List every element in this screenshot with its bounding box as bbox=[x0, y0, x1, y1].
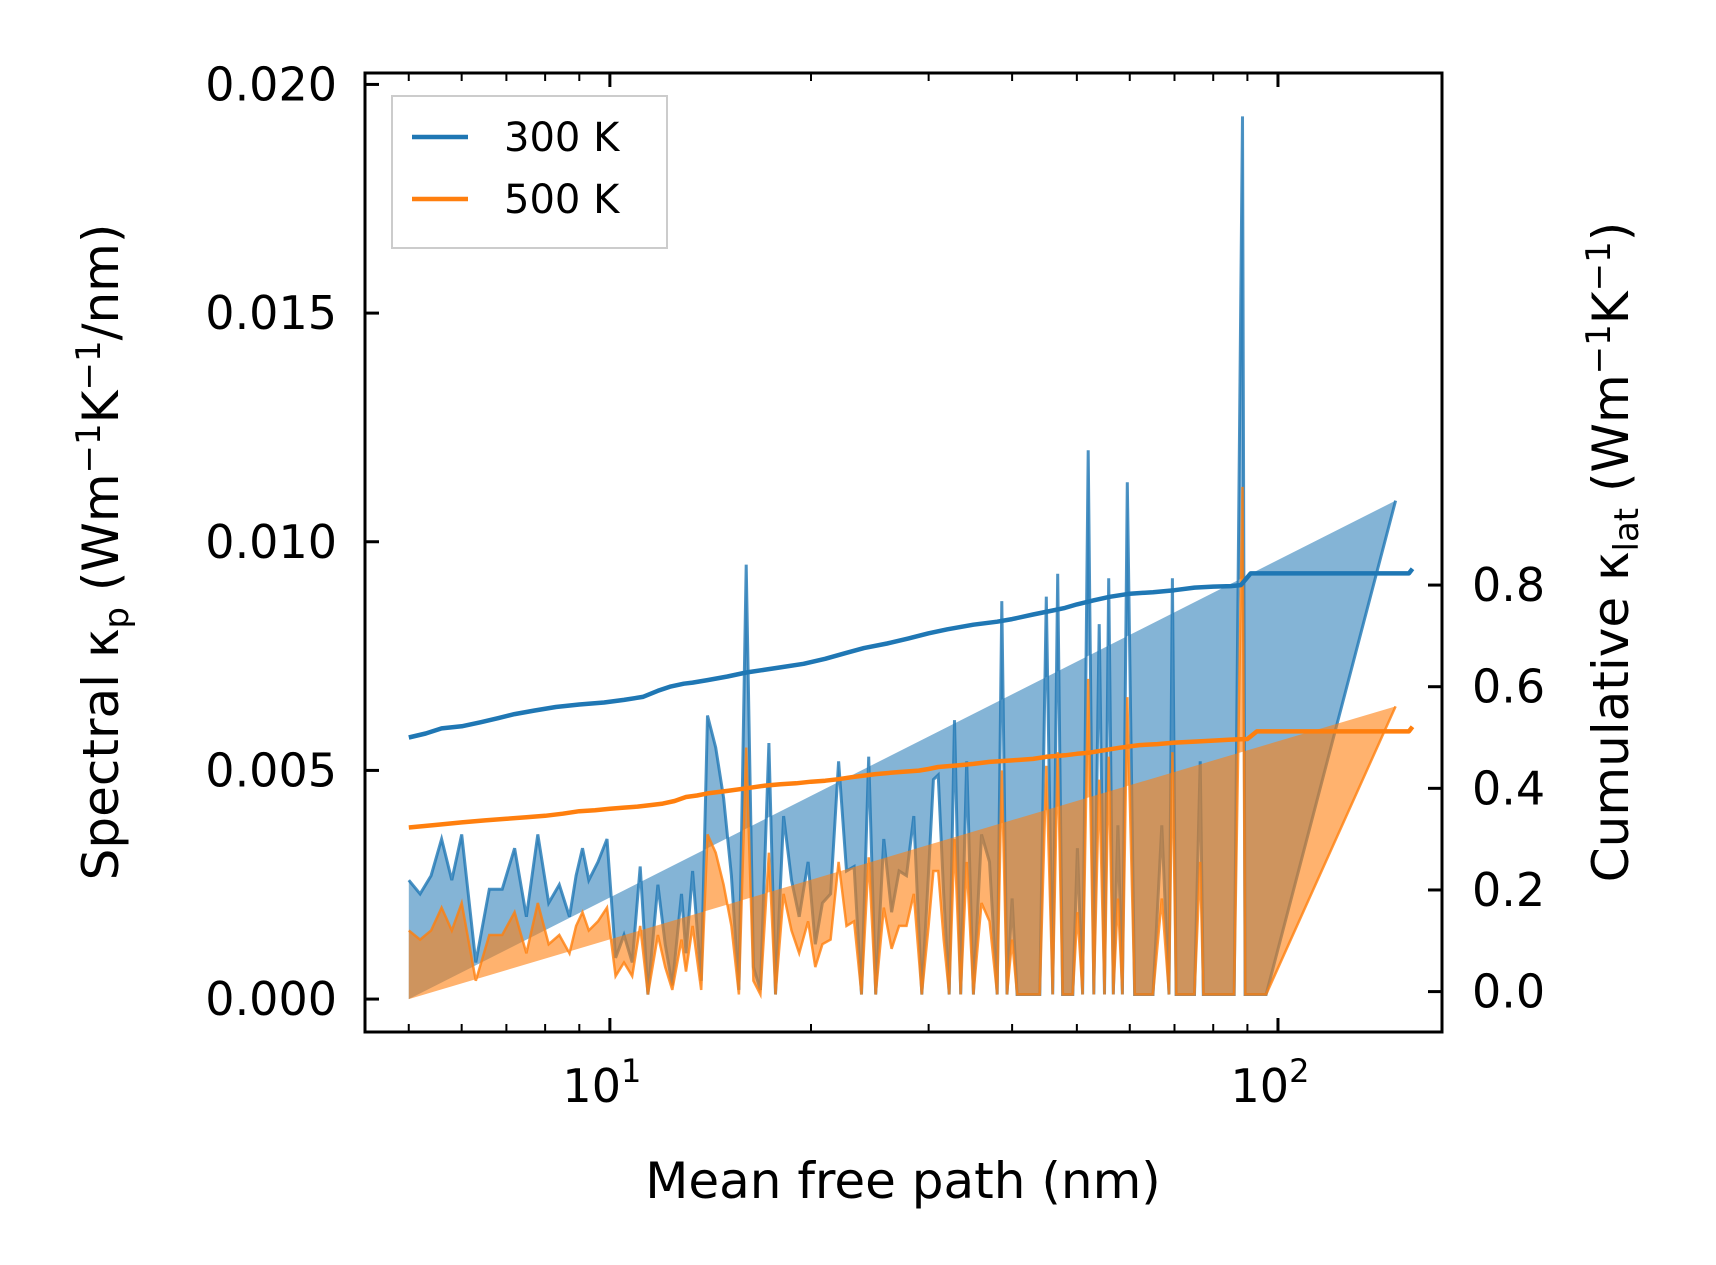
y-right-label-main: Cumulative κ bbox=[1582, 551, 1640, 882]
y-right-label-unit: (Wm bbox=[1582, 374, 1640, 508]
y-left-tick-label-4: 0.020 bbox=[205, 57, 337, 111]
x-tick-label-base-0: 10 bbox=[562, 1059, 621, 1113]
y-right-label-sub: lat bbox=[1607, 508, 1647, 552]
y-right-tick-label-2: 0.4 bbox=[1472, 761, 1545, 815]
x-tick-label-base-1: 10 bbox=[1231, 1059, 1290, 1113]
y-right-tick-label-4: 0.8 bbox=[1472, 558, 1545, 612]
ticks: 101 1020.0000.0050.0100.0150.0200.00.20.4… bbox=[205, 57, 1545, 1113]
x-tick-label-exp-1: 2 bbox=[1289, 1052, 1309, 1090]
cumulative-line-300k bbox=[408, 567, 1415, 740]
x-tick-label-exp-0: 1 bbox=[621, 1052, 641, 1090]
y-right-tick-label-0: 0.0 bbox=[1472, 965, 1545, 1019]
y-right-label-mid: K bbox=[1582, 290, 1640, 324]
x-tick-label-0: 101 bbox=[562, 1052, 641, 1113]
cumulative-line-500k bbox=[408, 725, 1415, 830]
plot-area bbox=[407, 116, 1415, 1000]
y-left-tick-label-3: 0.015 bbox=[205, 286, 337, 340]
y-left-tick-label-1: 0.005 bbox=[205, 743, 337, 797]
y-right-label-sup2: −1 bbox=[1579, 241, 1619, 291]
y-left-tick-label-0: 0.000 bbox=[205, 972, 337, 1026]
y-right-label-tail: ) bbox=[1582, 222, 1640, 242]
y-left-label-mid: K bbox=[72, 389, 130, 423]
y-left-label-sup1: −1 bbox=[69, 423, 109, 473]
legend: 300 K 500 K bbox=[391, 95, 668, 249]
y-axis-label-left: Spectral κp (Wm−1K−1/nm) bbox=[69, 224, 137, 881]
y-left-label-main: Spectral κ bbox=[72, 629, 130, 881]
spectral-area-300k bbox=[408, 116, 1396, 1000]
y-left-label-unit: (Wm bbox=[72, 473, 130, 607]
legend-box bbox=[391, 95, 668, 249]
y-left-label-tail: /nm) bbox=[72, 224, 130, 341]
y-left-label-sup2: −1 bbox=[69, 340, 109, 390]
y-right-label-sup1: −1 bbox=[1579, 324, 1619, 374]
y-left-tick-label-2: 0.010 bbox=[205, 515, 337, 569]
legend-label-300k: 300 K bbox=[504, 115, 621, 161]
spectral-line-500k bbox=[408, 486, 1397, 1000]
x-tick-label-1: 102 bbox=[1231, 1052, 1310, 1113]
y-axis-label-right: Cumulative κlat (Wm−1K−1) bbox=[1579, 222, 1647, 882]
axes-frame bbox=[363, 71, 1444, 1034]
y-right-tick-label-3: 0.6 bbox=[1472, 660, 1545, 714]
y-right-tick-label-1: 0.2 bbox=[1472, 863, 1545, 917]
x-axis-label: Mean free path (nm) bbox=[645, 1152, 1161, 1210]
y-left-label-sub: p bbox=[97, 607, 137, 629]
spectral-area-500k bbox=[408, 486, 1396, 1000]
legend-label-500k: 500 K bbox=[504, 177, 621, 223]
